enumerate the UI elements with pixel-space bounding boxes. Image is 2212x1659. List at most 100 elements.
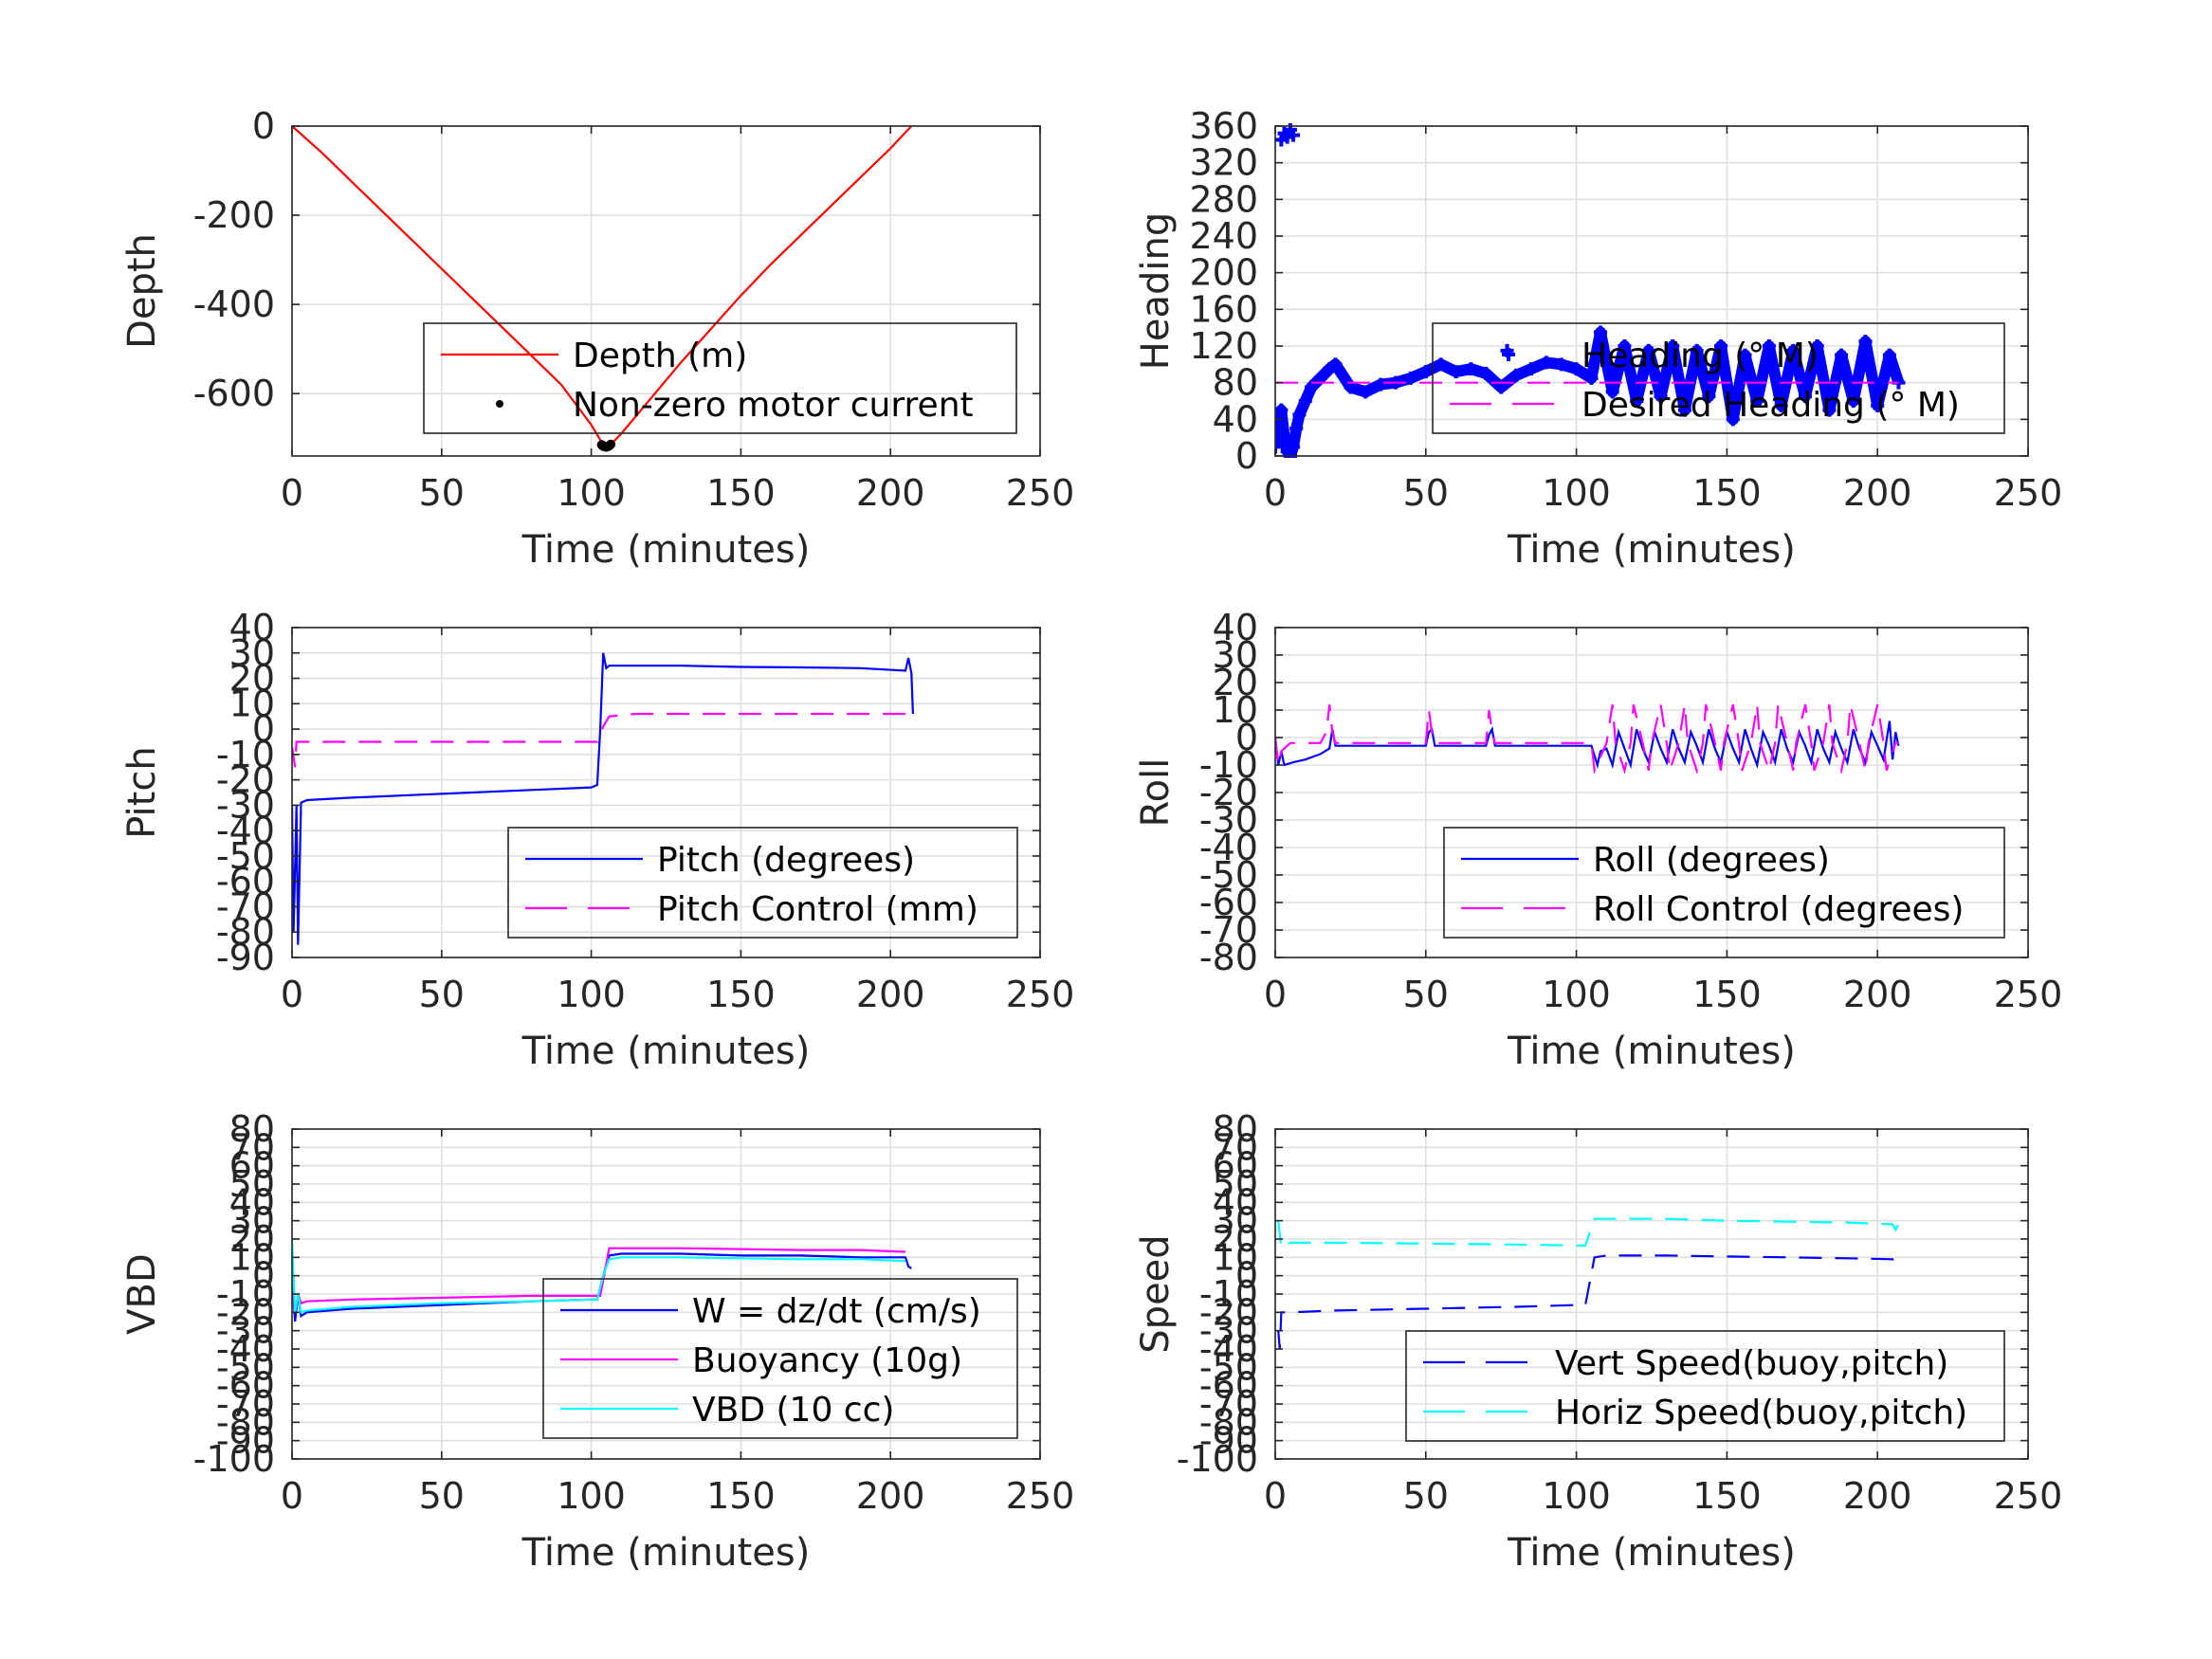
x-tick-label: 200 xyxy=(1843,974,1912,1015)
y-tick-label: -90 xyxy=(1199,1420,1258,1462)
y-tick-label: 10 xyxy=(229,1236,275,1278)
y-tick-label: -20 xyxy=(216,759,275,801)
y-tick-label: 320 xyxy=(1189,142,1258,184)
y-tick-label: -100 xyxy=(1177,1438,1258,1480)
y-tick-label: 0 xyxy=(1235,1255,1258,1297)
y-tick-label: -60 xyxy=(216,1365,275,1407)
legend-label: Buoyancy (10g) xyxy=(692,1341,962,1380)
x-tick-label: 150 xyxy=(706,472,776,514)
subplot-depth: 0 50 100 150 200 250 0 -200 -400 -600 Time (minute… xyxy=(120,105,1074,572)
x-tick-label: 200 xyxy=(1843,1475,1912,1517)
y-tick-label: -50 xyxy=(1199,854,1258,896)
y-tick-label: 0 xyxy=(1235,435,1258,477)
legend: Vert Speed(buoy,pitch) Horiz Speed(buoy,p… xyxy=(1405,1330,2005,1442)
y-tick-label: 40 xyxy=(1213,607,1258,648)
y-tick-label: 30 xyxy=(1213,634,1258,676)
legend-marker xyxy=(496,400,503,408)
series-1 xyxy=(1277,1217,1900,1250)
series-0 xyxy=(1277,1254,1900,1350)
y-tick-label: 120 xyxy=(1189,325,1258,367)
y-tick-label: -200 xyxy=(193,194,275,236)
y-tick-label: -80 xyxy=(1199,937,1258,978)
x-tick-label: 50 xyxy=(419,1475,465,1517)
y-tick-label: -70 xyxy=(1199,1383,1258,1425)
y-tick-label: 70 xyxy=(1213,1126,1258,1168)
y-tick-label: 20 xyxy=(229,658,275,700)
legend: Pitch (degrees) Pitch Control (mm) xyxy=(507,827,1018,939)
y-tick-label: 30 xyxy=(229,1200,275,1242)
x-tick-label: 150 xyxy=(706,974,776,1015)
legend-box xyxy=(542,1278,1018,1439)
data-point xyxy=(606,439,616,449)
legend-box xyxy=(1405,1330,2005,1442)
axes-box xyxy=(291,125,1041,457)
legend-label: VBD (10 cc) xyxy=(692,1391,894,1430)
legend-label: W = dz/dt (cm/s) xyxy=(692,1292,981,1331)
x-axis-label: Time (minutes) xyxy=(1507,1531,1796,1575)
subplot-vbd: 0 50 100 150 200 25080706050403020100-10-20-3… xyxy=(120,1108,1074,1575)
axes-box xyxy=(1274,125,2029,457)
subplot-pitch: 0 50 100 150 200 250403020100-10-20-30-40-50-… xyxy=(120,607,1074,1073)
y-tick-label: -10 xyxy=(216,1273,275,1315)
x-tick-label: 0 xyxy=(1264,472,1287,514)
series-line xyxy=(292,1238,906,1314)
x-tick-label: 200 xyxy=(856,974,925,1015)
y-tick-label: 60 xyxy=(229,1145,275,1187)
data-point xyxy=(1584,357,1599,372)
y-tick-label: -80 xyxy=(1199,1401,1258,1443)
y-tick-label: -400 xyxy=(193,283,275,325)
data-point xyxy=(1287,128,1301,142)
x-axis-label: Time (minutes) xyxy=(1507,1030,1796,1073)
y-tick-label: -30 xyxy=(216,784,275,826)
axes-box xyxy=(291,627,1041,958)
legend: W = dz/dt (cm/s) Buoyancy (10g) VBD (10 cc… xyxy=(542,1278,1018,1439)
y-tick-label: -10 xyxy=(216,734,275,775)
y-tick-label: 70 xyxy=(229,1126,275,1168)
x-axis-label: Time (minutes) xyxy=(521,528,811,572)
y-tick-label: -10 xyxy=(1199,744,1258,786)
x-tick-label: 250 xyxy=(1006,1475,1075,1517)
legend-label: Depth (m) xyxy=(573,337,747,375)
x-axis-label: Time (minutes) xyxy=(521,1030,811,1073)
y-tick-label: 40 xyxy=(1213,398,1258,440)
y-tick-label: -20 xyxy=(1199,772,1258,813)
y-axis-label: VBD xyxy=(120,1253,164,1335)
y-tick-label: -40 xyxy=(216,810,275,851)
series-line xyxy=(292,652,914,945)
legend-box xyxy=(1432,322,2005,434)
y-tick-label: -70 xyxy=(1199,909,1258,951)
legend-label: Horiz Speed(buoy,pitch) xyxy=(1555,1394,1967,1432)
y-tick-label: -10 xyxy=(1199,1273,1258,1315)
y-tick-label: 30 xyxy=(1213,1200,1258,1242)
x-tick-label: 250 xyxy=(1994,974,2063,1015)
y-tick-label: 160 xyxy=(1189,288,1258,330)
y-tick-label: -40 xyxy=(216,1328,275,1370)
y-tick-label: 10 xyxy=(1213,689,1258,731)
x-tick-label: 100 xyxy=(1542,1475,1611,1517)
y-tick-label: -30 xyxy=(1199,799,1258,841)
plot-area xyxy=(292,126,1040,456)
legend-label: Pitch (degrees) xyxy=(657,841,915,880)
x-tick-label: 0 xyxy=(281,472,303,514)
y-tick-label: 280 xyxy=(1189,178,1258,220)
y-tick-label: 80 xyxy=(1213,1108,1258,1150)
legend-label: Vert Speed(buoy,pitch) xyxy=(1555,1344,1948,1383)
y-tick-label: 80 xyxy=(1213,362,1258,404)
series-0 xyxy=(292,652,914,945)
y-tick-label: -70 xyxy=(216,1383,275,1425)
x-tick-label: 100 xyxy=(1542,974,1611,1015)
y-tick-label: 240 xyxy=(1189,215,1258,257)
x-tick-label: 0 xyxy=(1264,1475,1287,1517)
x-tick-label: 200 xyxy=(1843,472,1912,514)
x-axis-label: Time (minutes) xyxy=(1507,528,1796,572)
y-tick-label: -70 xyxy=(216,885,275,927)
legend-box xyxy=(423,322,1017,434)
legend-label: Heading (° M) xyxy=(1581,337,1819,375)
legend-label: Roll (degrees) xyxy=(1593,841,1830,880)
x-tick-label: 50 xyxy=(419,472,465,514)
y-tick-label: -30 xyxy=(1199,1310,1258,1352)
x-tick-label: 150 xyxy=(706,1475,776,1517)
x-axis-label: Time (minutes) xyxy=(521,1531,811,1575)
y-tick-label: -90 xyxy=(216,937,275,978)
x-tick-label: 150 xyxy=(1692,472,1762,514)
